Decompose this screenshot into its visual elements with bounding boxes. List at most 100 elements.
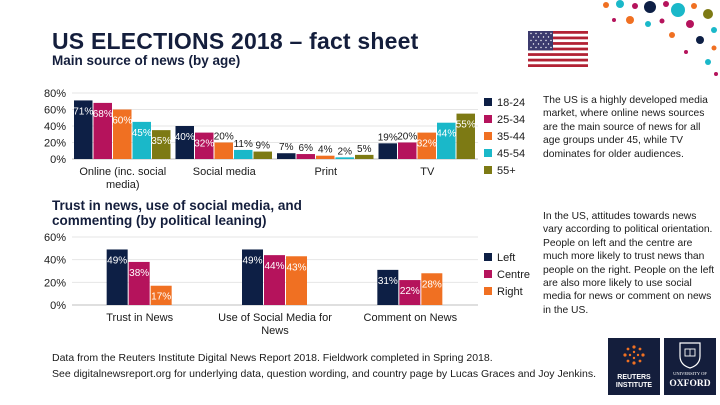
chart1-category-label: Print (314, 166, 337, 178)
chart1-data-label: 44% (436, 129, 456, 140)
chart2-data-label: 22% (400, 286, 420, 297)
chart1-bar (253, 151, 272, 159)
chart1-bar (234, 149, 253, 159)
oxford-crest-icon (679, 342, 701, 369)
chart2-bar (150, 285, 172, 305)
chart1-bar (335, 157, 354, 159)
chart1-data-label: 20% (397, 132, 417, 143)
chart1-data-label: 60% (112, 116, 132, 127)
footer-note-line: See digitalnewsreport.org for underlying… (52, 368, 596, 380)
reuters-logo-text: REUTERS INSTITUTE (615, 374, 653, 389)
chart1-bar (398, 142, 417, 159)
chart1-legend-swatch (484, 149, 492, 157)
chart1-title: Main source of news (by age) (52, 53, 241, 68)
chart1-bar (113, 109, 132, 159)
chart1-bar (355, 154, 374, 159)
chart2-bar (128, 261, 150, 305)
chart1-data-label: 11% (234, 139, 253, 150)
oxford-logo: UNIVERSITY OF OXFORD (664, 338, 716, 395)
chart2-category-label: Use of Social Media for (218, 312, 332, 324)
chart2-category-label: Comment on News (364, 312, 458, 324)
chart2-data-label: 17% (151, 292, 171, 303)
chart1-legend-label: 35-44 (497, 131, 525, 143)
chart1-data-label: 19% (378, 132, 398, 143)
chart1-bar (277, 153, 296, 159)
chart1-data-label: 9% (256, 141, 271, 152)
chart2-ytick-label: 60% (44, 232, 66, 244)
chart2-bar (399, 280, 421, 305)
chart1-data-label: 4% (318, 145, 333, 156)
chart1-legend-swatch (484, 115, 492, 123)
chart2-category-label: News (261, 325, 289, 337)
chart1-bar (456, 113, 475, 159)
chart1-ytick-label: 60% (44, 105, 66, 117)
chart1-bar (74, 100, 93, 159)
chart1-legend-label: 45-54 (497, 148, 525, 160)
chart2-data-label: 49% (107, 255, 127, 266)
chart2-bar (286, 256, 307, 305)
chart2-legend-label: Left (497, 252, 515, 264)
chart2-data-label: 44% (264, 261, 284, 272)
footer-source-line: Data from the Reuters Institute Digital … (52, 352, 493, 364)
chart2-bar (264, 255, 285, 305)
chart2-bar (242, 249, 263, 305)
chart1-ytick-label: 0% (50, 154, 66, 166)
chart2-legend-label: Right (497, 286, 523, 298)
chart2-legend-swatch (484, 270, 492, 278)
chart1-ytick-label: 80% (44, 88, 66, 100)
oxford-logo-small-text: UNIVERSITY OF (673, 371, 707, 376)
chart2-ytick-label: 20% (44, 277, 66, 289)
chart1-data-label: 32% (194, 139, 214, 150)
chart2-bar (377, 269, 399, 305)
chart1-legend-label: 25-34 (497, 114, 525, 126)
chart1-bar (214, 142, 233, 159)
chart1-data-label: 45% (132, 128, 152, 139)
chart1-category-label: Online (inc. social (79, 166, 166, 178)
chart2-data-label: 28% (422, 279, 442, 290)
chart1-bar (437, 122, 456, 159)
chart2-title: Trust in news, use of social media, and … (52, 198, 302, 228)
chart2-legend-label: Centre (497, 269, 530, 281)
chart1-data-label: 6% (299, 143, 314, 154)
chart1-bar (378, 143, 397, 159)
chart1-data-label: 7% (279, 142, 294, 153)
chart1-bar (152, 130, 171, 159)
chart1-data-label: 68% (93, 109, 113, 120)
sidebar-paragraph-2: In the US, attitudes towards news vary a… (543, 211, 715, 316)
decorative-dots (603, 0, 718, 76)
chart1-data-label: 40% (175, 132, 195, 143)
chart2-data-label: 31% (378, 276, 398, 287)
chart1-bar (175, 126, 194, 159)
chart1-category-label: TV (420, 166, 435, 178)
chart2-data-label: 49% (242, 255, 262, 266)
chart1-data-label: 20% (214, 132, 234, 143)
chart2-ytick-label: 0% (50, 300, 66, 312)
chart1-data-label: 35% (151, 136, 171, 147)
chart1-data-label: 71% (73, 106, 93, 117)
page-title: US ELECTIONS 2018 – fact sheet (52, 28, 419, 54)
chart1-data-label: 32% (417, 139, 437, 150)
chart2-data-label: 43% (286, 262, 306, 273)
chart2-ytick-label: 40% (44, 255, 66, 267)
chart2-category-label: Trust in News (106, 312, 173, 324)
chart1-data-label: 5% (357, 144, 372, 155)
chart1-bar (195, 132, 214, 159)
chart1-legend-label: 18-24 (497, 97, 525, 109)
chart1-ytick-label: 40% (44, 121, 66, 133)
chart1-bar (296, 154, 315, 159)
chart1-ytick-label: 20% (44, 138, 66, 150)
reuters-institute-logo: REUTERS INSTITUTE (608, 338, 660, 395)
chart1-category-label: Social media (193, 166, 257, 178)
chart2-bar (106, 249, 128, 305)
chart1-bar (132, 121, 151, 159)
chart1-data-label: 2% (338, 146, 353, 157)
chart2-legend-swatch (484, 287, 492, 295)
reuters-dots-icon (623, 345, 645, 365)
chart1-legend-label: 55+ (497, 165, 516, 177)
chart1-bar (417, 132, 436, 159)
chart1-bar (93, 102, 112, 159)
chart1-data-label: 55% (456, 120, 476, 131)
chart2-legend-swatch (484, 253, 492, 261)
chart1-bar (316, 155, 335, 159)
